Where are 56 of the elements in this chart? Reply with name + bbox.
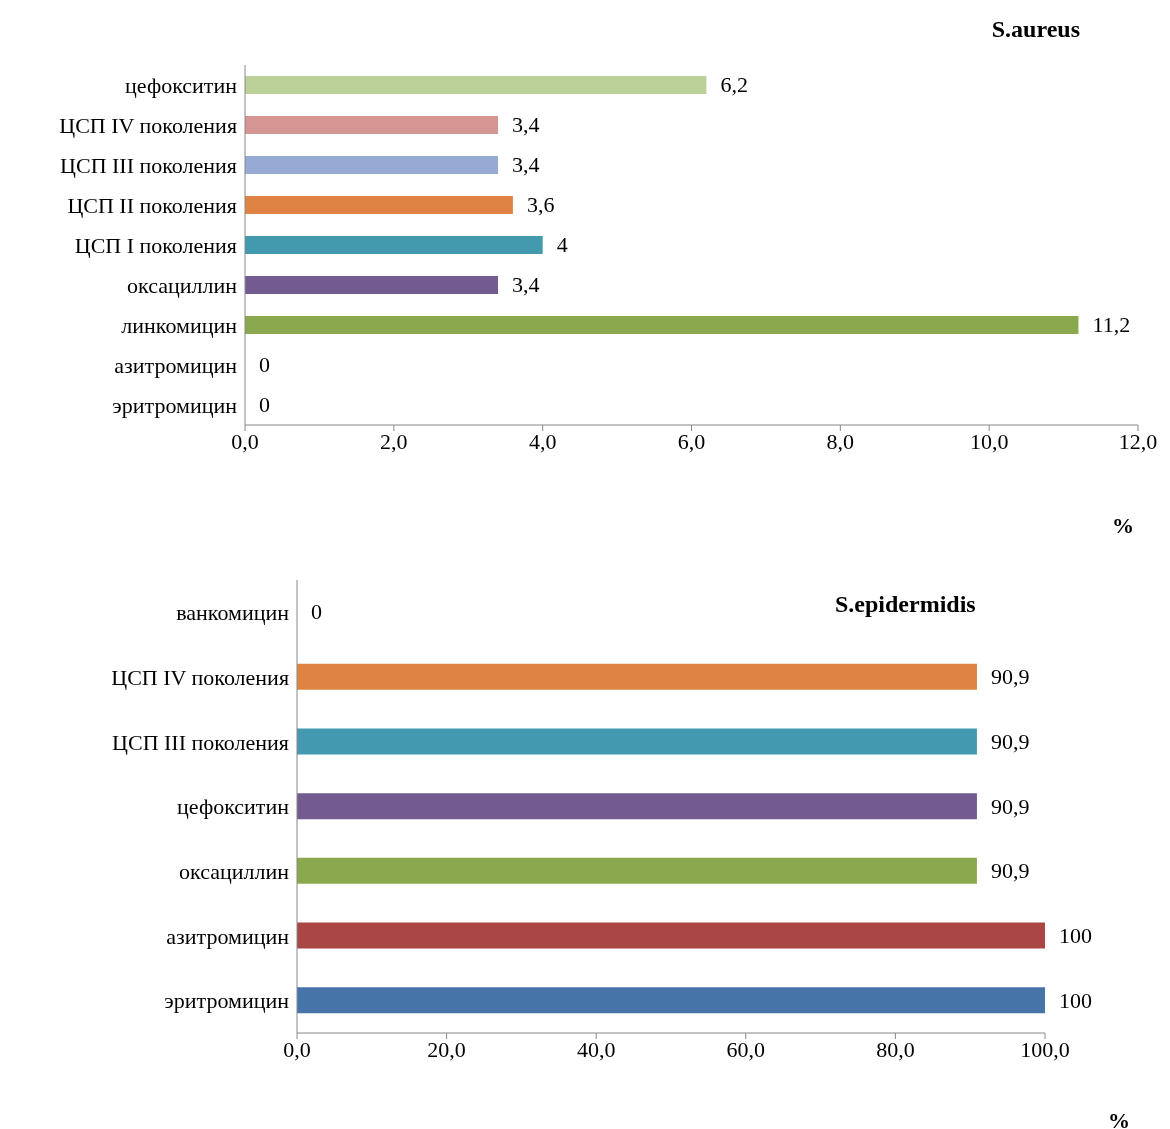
data-label: 3,4 [512,272,540,297]
y-tick-label: оксациллин [179,859,290,885]
data-label: 90,9 [990,728,1030,754]
data-label: 0 [259,392,270,417]
bar [245,116,499,134]
data-label: 4 [556,232,568,257]
bar [245,196,513,214]
data-label: 100 [1059,922,1092,948]
chart-title: S.aureus [991,16,1080,43]
bar [245,316,1079,334]
chart-title: S.epidermidis [835,591,976,618]
data-label: 90,9 [990,664,1030,690]
bar [245,236,543,254]
x-tick-label: 8,0 [826,428,855,454]
y-tick-label: азитромицин [114,352,238,378]
x-tick-label: 40,0 [576,1036,616,1062]
x-tick-label: 80,0 [876,1036,915,1062]
data-label: 100 [1059,987,1092,1013]
data-label: 90,9 [990,858,1030,884]
y-tick-label: ЦСП III поколения [60,152,237,178]
x-tick-label: 100,0 [1020,1036,1070,1062]
x-tick-label: 60,0 [726,1036,766,1062]
y-tick-label: цефокситин [125,72,238,98]
y-tick-label: ЦСП IV поколения [59,112,237,138]
y-tick-label: эритромицин [164,988,290,1014]
y-tick-label: ЦСП IV поколения [111,664,289,690]
x-tick-label: 12,0 [1118,428,1158,454]
y-tick-label: цефокситин [177,794,290,820]
y-tick-label: азитромицин [166,923,290,949]
x-tick-label: 10,0 [969,428,1009,454]
y-tick-label: ванкомицин [176,600,290,626]
data-label: 3,4 [512,112,540,137]
data-label: 6,2 [720,72,748,97]
bar [245,156,499,174]
x-tick-label: 20,0 [427,1036,466,1062]
bar [245,276,499,294]
x-tick-label: 0,0 [231,428,259,454]
data-label: 3,4 [512,152,540,177]
data-label: 3,6 [526,192,555,217]
x-tick-label: 6,0 [677,428,706,454]
bar [245,76,707,94]
y-tick-label: оксациллин [127,272,238,298]
y-tick-label: эритромицин [112,392,238,418]
data-label: 90,9 [990,793,1030,819]
x-tick-label: 4,0 [528,428,557,454]
data-label: 0 [259,352,270,377]
x-axis-title: % [1112,513,1134,539]
y-tick-label: ЦСП I поколения [74,232,237,258]
data-label: 11,2 [1092,312,1131,337]
x-axis-title: % [1108,1108,1130,1129]
y-tick-label: линкомицин [121,312,238,338]
x-tick-label: 2,0 [380,428,408,454]
y-tick-label: ЦСП II поколения [67,192,237,218]
data-label: 0 [311,599,322,625]
y-tick-label: ЦСП III поколения [112,729,289,755]
x-tick-label: 0,0 [283,1036,311,1062]
